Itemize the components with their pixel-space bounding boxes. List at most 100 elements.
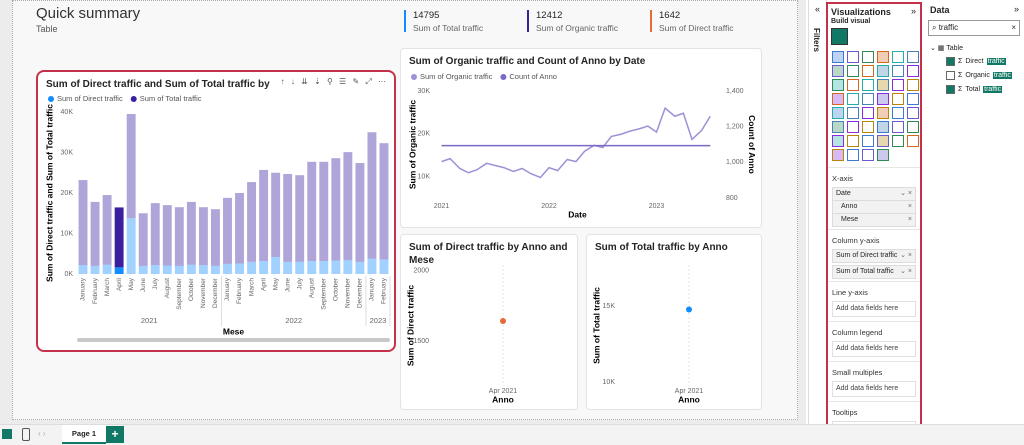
visual-icon[interactable] — [862, 135, 874, 147]
checkbox — [946, 71, 955, 80]
visual-icon[interactable] — [832, 93, 844, 105]
visual-icon[interactable] — [832, 149, 844, 161]
expand-icon[interactable]: » — [1013, 4, 1019, 14]
collapse-icon[interactable]: « — [814, 4, 820, 14]
visual-icon[interactable] — [877, 121, 889, 133]
field-name: Sum of Direct traffic — [836, 252, 898, 259]
visual-icon[interactable] — [892, 79, 904, 91]
visual-icon[interactable] — [862, 121, 874, 133]
nav-arrows[interactable]: ‹ › — [38, 429, 46, 438]
visual-icon[interactable] — [862, 93, 874, 105]
table-node[interactable]: ⌄ ▦ Table — [930, 45, 963, 52]
visual-icon[interactable] — [832, 121, 844, 133]
chart: 0K 10K 20K 30K 40K Sum of Direct traffic and … — [44, 94, 391, 342]
visual-icon[interactable] — [907, 135, 919, 147]
visual-icon[interactable] — [832, 107, 844, 119]
view-icon[interactable] — [2, 429, 12, 439]
visual-icon[interactable] — [847, 51, 859, 63]
drop-placeholder: Add data fields here — [832, 341, 916, 357]
y-axis-title: Sum of Direct traffic — [405, 285, 415, 367]
add-page[interactable]: + — [106, 426, 124, 443]
visual-icon[interactable] — [892, 93, 904, 105]
y2-tick-label: 1,400 — [726, 88, 744, 95]
bar-segment — [259, 169, 269, 262]
visual-icon[interactable] — [877, 79, 889, 91]
visual-icon[interactable] — [892, 107, 904, 119]
visual-icon[interactable] — [877, 135, 889, 147]
visual-icon[interactable] — [862, 51, 874, 63]
page-tab[interactable]: Page 1 — [62, 425, 106, 444]
visual-icon[interactable] — [892, 135, 904, 147]
device-icon[interactable] — [22, 428, 30, 441]
visual-icon[interactable] — [832, 135, 844, 147]
field-pill[interactable]: Mese × — [832, 214, 916, 227]
field-pill[interactable]: Sum of Direct traffic ⌄ × — [832, 249, 916, 263]
legend-label: Sum of Organic traffic — [420, 72, 493, 81]
visual-icon[interactable] — [907, 121, 919, 133]
bar-segment — [78, 180, 88, 266]
visual-icon[interactable] — [877, 93, 889, 105]
chart: 10K 20K 30K 800 1,000 1,200 1,400 Sum of Organi… — [407, 72, 757, 219]
legend-marker — [48, 96, 54, 102]
x-axis-title: Anno — [492, 394, 514, 404]
y-tick-label: 0K — [64, 271, 73, 278]
x-tick-label: May — [272, 277, 279, 290]
field-pill[interactable]: Date ⌄ × — [832, 187, 916, 201]
field-remove: × — [907, 203, 912, 210]
bar-segment — [114, 267, 124, 274]
visual-icon[interactable] — [907, 93, 919, 105]
visual-icon[interactable] — [907, 107, 919, 119]
legend-label: Sum of Total traffic — [140, 94, 202, 103]
search-text[interactable]: traffic — [938, 23, 959, 32]
field-name: Sum of Total traffic — [836, 268, 894, 275]
visual-icon[interactable] — [862, 149, 874, 161]
visual-icon[interactable] — [907, 51, 919, 63]
visual-icon[interactable] — [862, 107, 874, 119]
visual-icon[interactable] — [862, 65, 874, 77]
bar-segment — [174, 265, 184, 274]
visual-icon[interactable] — [877, 149, 889, 161]
expand-icon[interactable]: » — [910, 6, 916, 16]
well-title: X-axis — [828, 167, 920, 187]
visual-icon[interactable] — [847, 149, 859, 161]
data-field[interactable]: Σ Total traffic — [946, 85, 1024, 94]
visual-icon[interactable] — [907, 65, 919, 77]
visual-icon[interactable] — [847, 107, 859, 119]
visual-icon[interactable] — [892, 51, 904, 63]
field-pill[interactable]: Anno × — [832, 201, 916, 214]
card-accent — [527, 10, 529, 32]
field-pill[interactable]: Sum of Total traffic ⌄ × — [832, 265, 916, 279]
visual-icon[interactable] — [847, 79, 859, 91]
visual-icon[interactable] — [847, 121, 859, 133]
visual-icon[interactable] — [832, 79, 844, 91]
bar-segment — [162, 265, 172, 274]
visual-icon[interactable] — [847, 93, 859, 105]
x-tick-label: June — [140, 278, 147, 292]
filters-label[interactable]: Filters — [812, 28, 821, 53]
visual-icon[interactable] — [847, 135, 859, 147]
visual-icon[interactable] — [832, 65, 844, 77]
bar-segment — [343, 260, 353, 274]
field-match: traffic — [983, 86, 1003, 93]
visual-icon[interactable] — [877, 107, 889, 119]
card-value: 12412 — [536, 10, 563, 21]
data-field[interactable]: Σ Direct traffic — [946, 57, 1024, 66]
bar-segment — [186, 264, 196, 274]
visual-icon[interactable] — [862, 79, 874, 91]
search-box[interactable]: ⌕ traffic × — [928, 20, 1020, 36]
visual-icon[interactable] — [847, 65, 859, 77]
x-tick-label: October — [333, 277, 340, 301]
bar-segment — [259, 261, 269, 274]
visual-icon[interactable] — [907, 79, 919, 91]
visual-icon[interactable] — [877, 65, 889, 77]
bar-segment — [210, 265, 220, 274]
visual-icon[interactable] — [892, 121, 904, 133]
visual-icon[interactable] — [877, 51, 889, 63]
sigma-icon: Σ — [958, 86, 963, 93]
x-group-label: 2022 — [285, 316, 302, 325]
card-accent — [404, 10, 406, 32]
visual-icon[interactable] — [892, 65, 904, 77]
visual-icon[interactable] — [832, 51, 844, 63]
data-field[interactable]: Σ Organic traffic — [946, 71, 1024, 80]
